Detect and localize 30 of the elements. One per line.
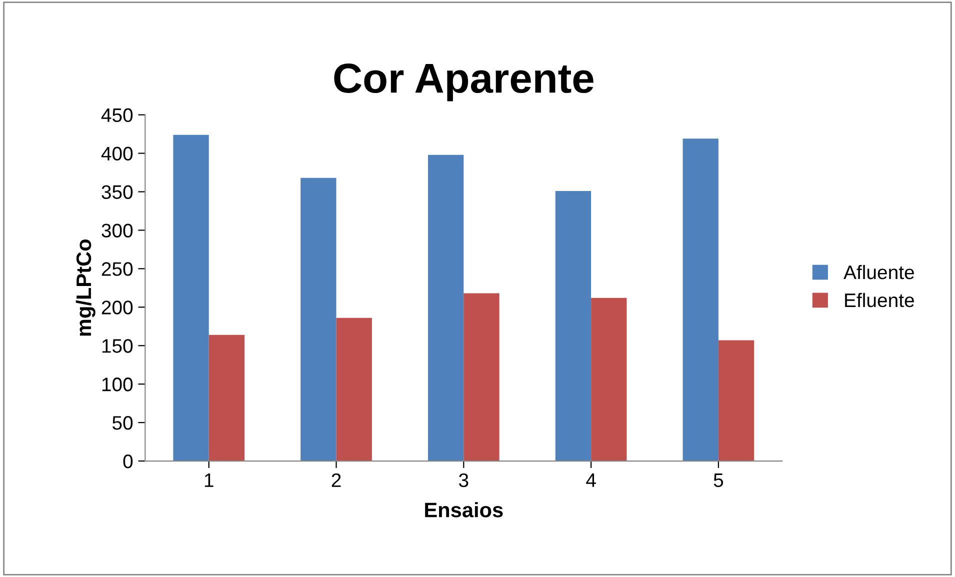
- bar: [591, 298, 627, 462]
- legend-label: Afluente: [844, 264, 914, 280]
- x-axis-title: Ensaios: [425, 502, 503, 518]
- x-tick-label: 4: [586, 474, 596, 487]
- y-tick-label: 0: [123, 454, 133, 468]
- y-tick-label: 250: [102, 262, 133, 276]
- x-tick-label: 2: [332, 473, 341, 487]
- bar: [718, 340, 754, 462]
- bar: [464, 293, 500, 462]
- legend-label: Efluente: [845, 292, 914, 308]
- y-tick-label: 300: [102, 224, 133, 238]
- bar: [300, 178, 336, 462]
- bar: [555, 190, 592, 462]
- y-tick-label: 350: [102, 185, 133, 199]
- y-tick-label: 200: [102, 300, 133, 314]
- y-tick-label: 400: [101, 146, 133, 161]
- chart-title: Cor Aparente: [334, 64, 594, 102]
- x-tick-label: 5: [714, 474, 724, 488]
- bar: [336, 318, 372, 462]
- y-tick-label: 100: [102, 378, 133, 392]
- bar: [173, 134, 209, 462]
- y-tick-label: 450: [101, 108, 133, 122]
- bar: [428, 154, 464, 462]
- y-axis-title: mg/LPtCo: [76, 240, 96, 336]
- y-tick-label: 50: [112, 416, 133, 430]
- y-tick-label: 150: [102, 339, 133, 353]
- bar: [208, 334, 245, 462]
- x-tick-label: 1: [204, 474, 214, 487]
- x-tick-label: 3: [458, 473, 468, 488]
- bar: [682, 138, 718, 462]
